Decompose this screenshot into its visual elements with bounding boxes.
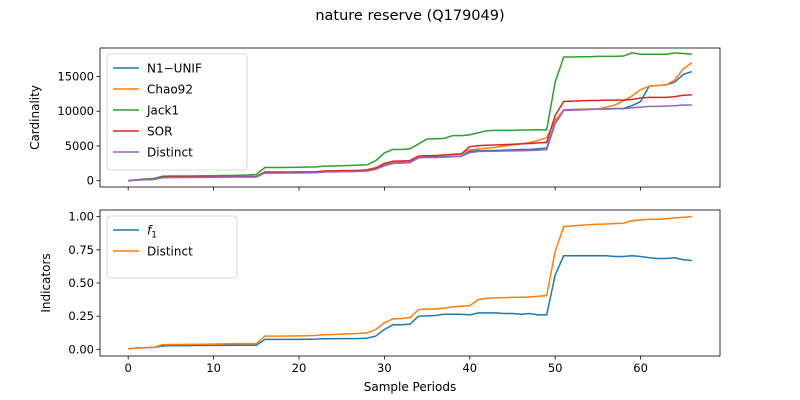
- y-tick-label: 0.50: [68, 276, 94, 290]
- y-tick-label: 0.75: [68, 243, 94, 257]
- y-tick-label: 15000: [57, 69, 94, 83]
- x-tick-label: 60: [633, 361, 648, 375]
- series-line-f1: [128, 255, 692, 350]
- legend-entry-base: f: [147, 224, 153, 238]
- legend: f1 Distinct: [106, 215, 238, 279]
- y-tick-label: 1.00: [68, 210, 94, 224]
- y-tick-label: 5000: [65, 139, 94, 153]
- x-tick-label: 30: [377, 361, 392, 375]
- cardinality-panel: 0 5000 10000 15000 Cardinality N1−UNIF Chao92 J…: [28, 47, 721, 191]
- y-tick-label: 0.25: [68, 309, 94, 323]
- indicators-panel: 0 10 20 30 40 50 60 0.00 0.25 0.50 0.75 1.00 Indicat…: [39, 209, 721, 394]
- y-axis-label: Indicators: [39, 253, 53, 312]
- series-lines: [128, 52, 693, 182]
- series-line-distinct: [128, 104, 692, 182]
- x-axis-label: Sample Periods: [364, 380, 456, 394]
- x-tick-label: 20: [292, 361, 307, 375]
- figure-title: nature reserve (Q179049): [315, 8, 504, 24]
- legend-entry: Jack1: [146, 104, 179, 118]
- y-axis-label: Cardinality: [28, 85, 42, 150]
- y-tick-label: 0: [87, 174, 94, 188]
- y-tick-label: 0.00: [68, 342, 94, 356]
- x-tick-label: 40: [462, 361, 477, 375]
- legend-box: [106, 53, 248, 171]
- legend-box: [106, 215, 238, 279]
- legend-entry: SOR: [147, 125, 172, 139]
- legend-entry: f1: [147, 224, 157, 241]
- legend-entry: Distinct: [147, 146, 193, 160]
- x-tick-label: 10: [206, 361, 221, 375]
- legend-entry: N1−UNIF: [147, 62, 202, 76]
- legend-entry: Chao92: [147, 83, 193, 97]
- y-tick-label: 10000: [57, 104, 94, 118]
- x-tick-label: 0: [125, 361, 132, 375]
- series-line-jack1: [128, 52, 692, 182]
- legend: N1−UNIF Chao92 Jack1 SOR Distinct: [106, 53, 248, 171]
- legend-entry: Distinct: [147, 245, 193, 259]
- x-tick-label: 50: [548, 361, 563, 375]
- series-line-distinct: [128, 215, 692, 350]
- series-lines: [128, 215, 692, 350]
- legend-entry-subscript: 1: [151, 231, 157, 241]
- plot-frame: [99, 47, 721, 188]
